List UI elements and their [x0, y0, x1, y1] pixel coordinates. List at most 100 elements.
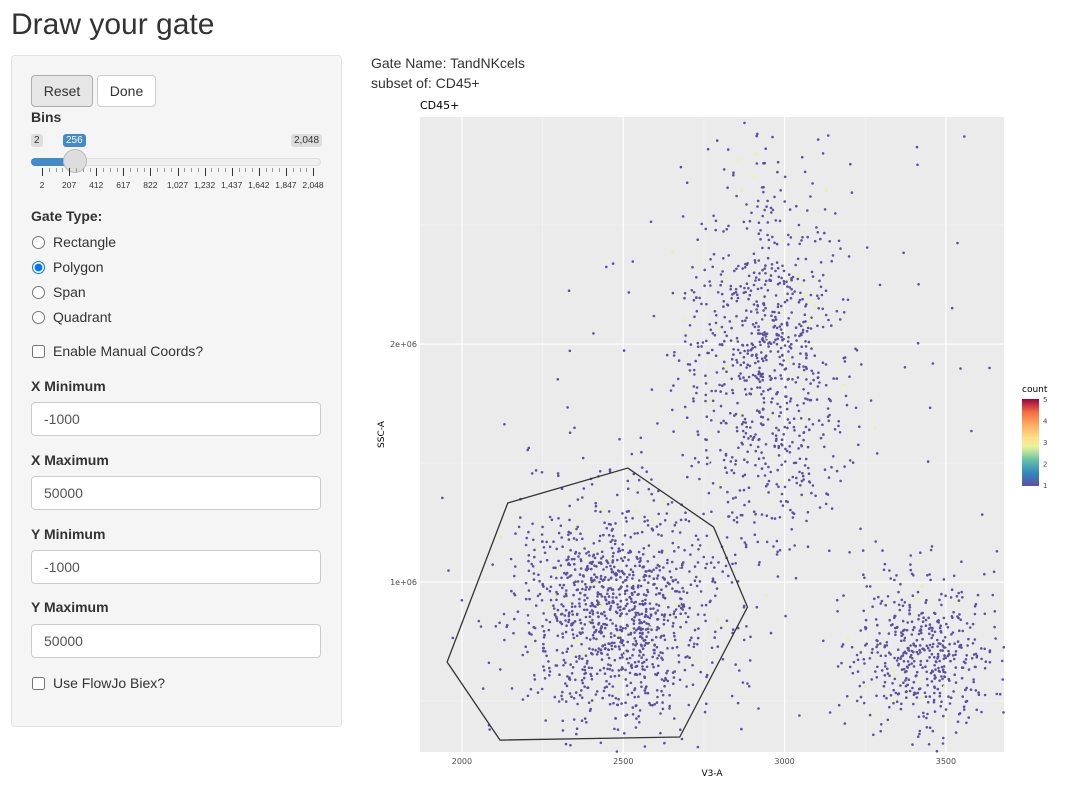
data-point: [903, 366, 907, 369]
data-point: [806, 235, 809, 239]
data-point: [540, 533, 544, 536]
reset-button[interactable]: Reset: [31, 75, 93, 107]
radio-quadrant[interactable]: Quadrant: [31, 309, 111, 325]
data-point: [837, 424, 840, 428]
data-point: [753, 325, 757, 329]
data-point: [732, 471, 736, 475]
data-point: [617, 698, 620, 701]
data-point: [947, 677, 950, 681]
data-point: [666, 502, 670, 506]
y-minimum-input[interactable]: [31, 550, 321, 584]
data-point: [965, 686, 968, 690]
data-point: [954, 653, 957, 656]
data-point: [587, 701, 591, 704]
data-point: [616, 690, 620, 693]
x-minimum-input[interactable]: [31, 402, 321, 436]
data-point: [652, 583, 655, 586]
data-point: [874, 540, 877, 543]
data-point: [698, 477, 701, 481]
data-point: [600, 595, 604, 598]
data-point: [832, 455, 835, 458]
data-point: [679, 606, 683, 610]
data-point: [988, 660, 992, 664]
data-point: [771, 310, 774, 314]
data-point: [818, 381, 821, 384]
data-point: [806, 398, 809, 401]
data-point: [649, 607, 652, 611]
data-point: [915, 145, 919, 149]
data-point: [775, 326, 779, 330]
slider-minor-tick: [75, 168, 77, 172]
data-point: [786, 340, 790, 343]
radio-input[interactable]: [32, 285, 45, 299]
data-point: [730, 694, 734, 698]
data-point: [644, 570, 647, 573]
data-point: [821, 307, 824, 311]
data-point: [755, 152, 758, 156]
radio-rectangle[interactable]: Rectangle: [31, 234, 116, 250]
data-point: [995, 692, 999, 696]
data-point: [608, 608, 612, 611]
manual-coords-checkbox[interactable]: Enable Manual Coords?: [31, 343, 203, 359]
checkbox-input[interactable]: [32, 676, 45, 690]
radio-span[interactable]: Span: [31, 284, 86, 300]
data-point: [596, 603, 599, 606]
y-maximum-input[interactable]: [31, 624, 321, 658]
data-point: [757, 563, 761, 567]
data-point: [733, 553, 737, 557]
data-point: [917, 715, 921, 719]
data-point: [734, 412, 738, 416]
data-point: [628, 713, 632, 717]
data-point: [663, 615, 666, 618]
data-point: [785, 299, 789, 302]
data-point: [628, 656, 632, 660]
data-point: [686, 615, 690, 619]
data-point: [567, 555, 570, 559]
data-point: [711, 265, 714, 269]
data-point: [666, 669, 669, 673]
data-point: [612, 701, 615, 705]
data-point: [743, 473, 747, 477]
data-point: [884, 654, 887, 658]
data-point: [528, 597, 531, 601]
data-point: [620, 557, 623, 560]
data-point: [895, 659, 899, 662]
radio-input[interactable]: [32, 310, 45, 324]
data-point: [711, 556, 715, 559]
data-point: [584, 603, 588, 606]
data-point: [661, 701, 664, 704]
radio-input[interactable]: [32, 235, 45, 249]
data-point: [689, 553, 692, 556]
data-point: [576, 588, 580, 591]
data-point: [524, 645, 527, 648]
data-point: [757, 325, 760, 328]
radio-input[interactable]: [32, 260, 45, 274]
flowjo-biex-checkbox[interactable]: Use FlowJo Biex?: [31, 675, 165, 691]
data-point: [588, 615, 592, 618]
data-point: [768, 374, 772, 378]
data-point: [891, 682, 894, 685]
data-point: [624, 678, 628, 681]
data-point: [800, 239, 803, 242]
data-point: [527, 554, 531, 557]
checkbox-input[interactable]: [32, 344, 45, 358]
data-point: [734, 291, 738, 294]
data-point: [623, 607, 626, 610]
done-button[interactable]: Done: [97, 75, 156, 107]
data-point: [697, 353, 701, 357]
data-point: [705, 462, 709, 466]
radio-polygon[interactable]: Polygon: [31, 259, 104, 275]
data-point: [983, 693, 987, 697]
data-point: [607, 595, 611, 598]
data-point: [798, 363, 801, 366]
data-point: [797, 223, 801, 227]
data-point: [573, 605, 577, 608]
data-point: [608, 702, 612, 706]
data-point: [790, 278, 793, 282]
x-maximum-input[interactable]: [31, 476, 321, 510]
data-point: [843, 360, 847, 363]
data-point: [782, 337, 785, 341]
data-point: [685, 181, 689, 184]
data-point: [907, 646, 910, 650]
